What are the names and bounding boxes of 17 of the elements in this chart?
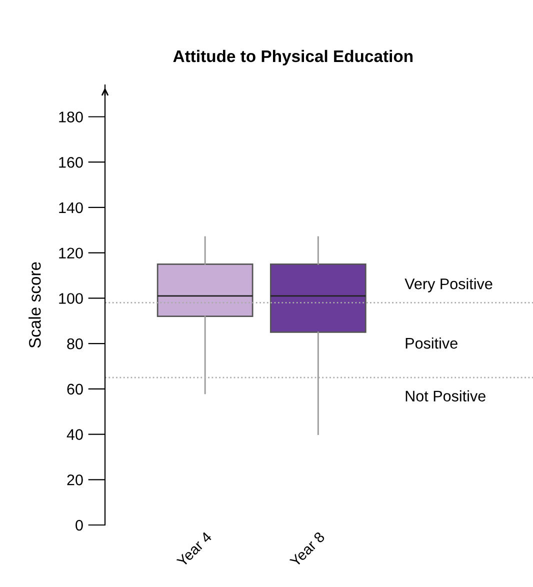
y-tick-label: 40 <box>66 429 83 440</box>
y-tick-label: 60 <box>67 384 83 395</box>
y-tick-label: 80 <box>67 338 83 350</box>
x-tick-label: Year 4 <box>176 531 212 568</box>
text: Not Positive <box>406 390 486 402</box>
y-tick-label: 100 <box>59 293 83 304</box>
y-tick-label: 0 <box>76 520 83 531</box>
text: Positive <box>406 337 458 349</box>
y-tick-label: 180 <box>59 112 83 122</box>
y-tick-label: 160 <box>59 156 83 168</box>
y-tick-label: 20 <box>67 474 83 486</box>
chart-title: Attitude to Physical Education <box>173 50 413 66</box>
y-axis-title: Scale score <box>28 262 41 348</box>
y-tick-label: 140 <box>59 202 83 214</box>
x-tick-label: Year 8 <box>289 531 326 568</box>
text: Very Positive <box>404 278 492 292</box>
y-tick-label: 120 <box>59 248 83 259</box>
